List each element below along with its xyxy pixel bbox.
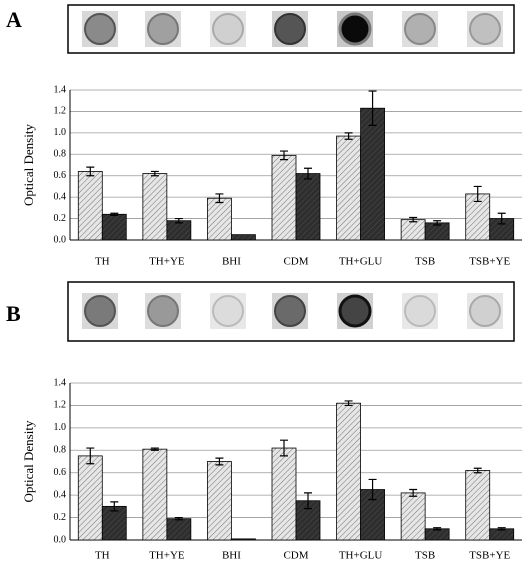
error-bar	[433, 527, 442, 531]
bar	[360, 107, 385, 241]
error-bar	[344, 132, 353, 140]
error-bar	[280, 439, 288, 457]
well	[147, 13, 179, 45]
error-bar	[304, 167, 312, 180]
error-bar	[280, 150, 288, 161]
y-tick-label: 1.0	[54, 422, 67, 433]
well	[338, 12, 372, 46]
well	[404, 13, 436, 45]
x-tick-label: TSB	[415, 256, 435, 268]
panel-label: B	[6, 301, 21, 326]
well	[469, 13, 501, 45]
error-bar	[409, 216, 418, 223]
bar	[336, 135, 361, 241]
y-tick-label: 0.4	[54, 489, 67, 500]
bar	[400, 219, 426, 241]
y-tick-label: 1.4	[54, 377, 67, 388]
error-bar	[409, 488, 418, 497]
error-bar	[110, 501, 119, 512]
well	[338, 294, 372, 328]
error-bar	[174, 516, 183, 521]
error-bar	[215, 457, 224, 466]
x-tick-label: TSB+YE	[469, 256, 510, 268]
x-tick-label: TH+GLU	[339, 550, 383, 562]
well	[469, 295, 501, 327]
y-axis-label: Optical Density	[21, 124, 36, 206]
error-bar	[473, 467, 482, 474]
x-tick-label: CDM	[283, 256, 308, 268]
y-tick-label: 0.8	[54, 445, 67, 456]
bar	[271, 447, 297, 541]
bar	[295, 173, 321, 241]
x-tick-label: TH+YE	[149, 550, 185, 562]
bar	[142, 173, 168, 241]
error-bar	[86, 166, 95, 177]
bar	[166, 220, 192, 241]
error-bar	[368, 478, 377, 501]
error-bar	[150, 447, 159, 451]
error-bar	[433, 220, 442, 226]
error-bar	[215, 193, 224, 204]
y-tick-label: 0.2	[54, 213, 67, 224]
error-bar	[174, 217, 183, 224]
y-axis-label: Optical Density	[21, 420, 36, 502]
bar	[77, 171, 103, 241]
well	[147, 295, 179, 327]
y-tick-label: 0.0	[54, 534, 67, 545]
x-tick-label: TSB+YE	[469, 550, 510, 562]
y-tick-label: 1.2	[54, 106, 67, 117]
bar	[336, 402, 361, 541]
x-tick-label: TH+YE	[149, 256, 185, 268]
error-bar	[150, 170, 159, 177]
bar	[465, 470, 491, 541]
x-tick-label: CDM	[283, 550, 308, 562]
well	[84, 13, 116, 45]
x-tick-label: BHI	[222, 550, 241, 562]
well	[212, 13, 244, 45]
y-tick-label: 1.4	[54, 84, 67, 95]
bar	[400, 492, 426, 541]
bar	[142, 448, 168, 541]
x-tick-label: TSB	[415, 550, 435, 562]
y-tick-label: 0.6	[54, 467, 67, 478]
well	[404, 295, 436, 327]
y-tick-label: 0.4	[54, 191, 67, 202]
y-tick-label: 0.8	[54, 149, 67, 160]
error-bar	[497, 212, 506, 225]
y-tick-label: 0.6	[54, 170, 67, 181]
well	[274, 295, 306, 327]
bar	[207, 461, 232, 541]
y-tick-label: 0.2	[54, 512, 67, 523]
bar	[231, 538, 256, 541]
y-tick-label: 1.2	[54, 400, 67, 411]
panel-label: A	[6, 7, 22, 32]
error-bar	[344, 400, 353, 407]
y-tick-label: 1.0	[54, 127, 67, 138]
x-tick-label: TH	[95, 256, 110, 268]
error-bar	[473, 185, 482, 203]
wells-b	[67, 281, 515, 342]
x-tick-label: TH+GLU	[339, 256, 383, 268]
y-tick-label: 0.0	[54, 234, 67, 245]
bar	[231, 234, 256, 241]
error-bar	[368, 90, 377, 126]
bar	[271, 154, 297, 241]
bar	[101, 213, 127, 241]
bar	[166, 518, 192, 541]
x-tick-label: BHI	[222, 256, 241, 268]
error-bar	[110, 212, 119, 216]
error-bar	[86, 447, 95, 465]
x-tick-label: TH	[95, 550, 110, 562]
well	[274, 13, 306, 45]
well	[212, 295, 244, 327]
error-bar	[304, 492, 312, 510]
bar	[207, 197, 232, 241]
well	[84, 295, 116, 327]
bar	[77, 455, 103, 541]
wells-a	[67, 4, 515, 54]
error-bar	[497, 527, 506, 531]
